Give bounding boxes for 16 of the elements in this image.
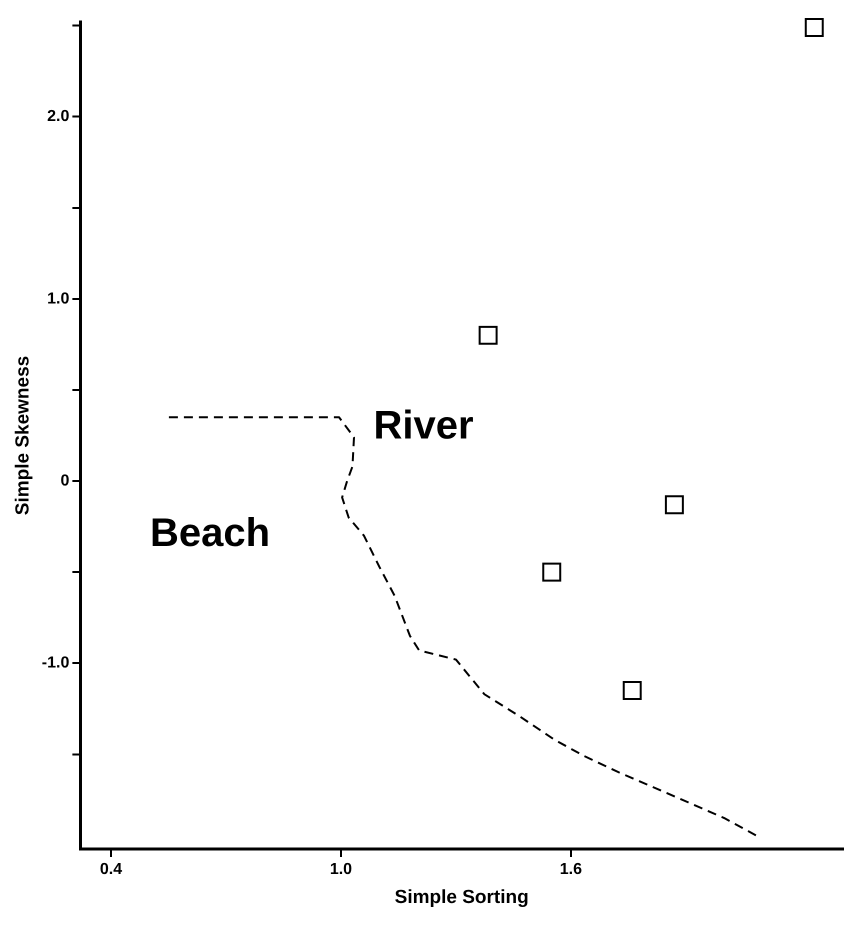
y-tick-label: -1.0 bbox=[42, 654, 70, 672]
point bbox=[664, 495, 684, 514]
y-tick-label: 1.0 bbox=[47, 290, 70, 308]
x-axis-title: Simple Sorting bbox=[394, 886, 529, 908]
point bbox=[542, 562, 562, 582]
point bbox=[478, 326, 498, 345]
point bbox=[804, 18, 824, 37]
point bbox=[622, 681, 642, 700]
y-axis-title: Simple Skewness bbox=[12, 356, 34, 516]
y-tick-label: 2.0 bbox=[47, 108, 70, 126]
x-tick-label: 1.0 bbox=[330, 861, 352, 878]
x-tick-label: 0.4 bbox=[100, 861, 122, 878]
y-tick-label: 0 bbox=[60, 472, 70, 490]
annotation: Beach bbox=[150, 510, 270, 555]
x-tick-label: 1.6 bbox=[560, 861, 582, 878]
annotation: River bbox=[374, 403, 474, 448]
